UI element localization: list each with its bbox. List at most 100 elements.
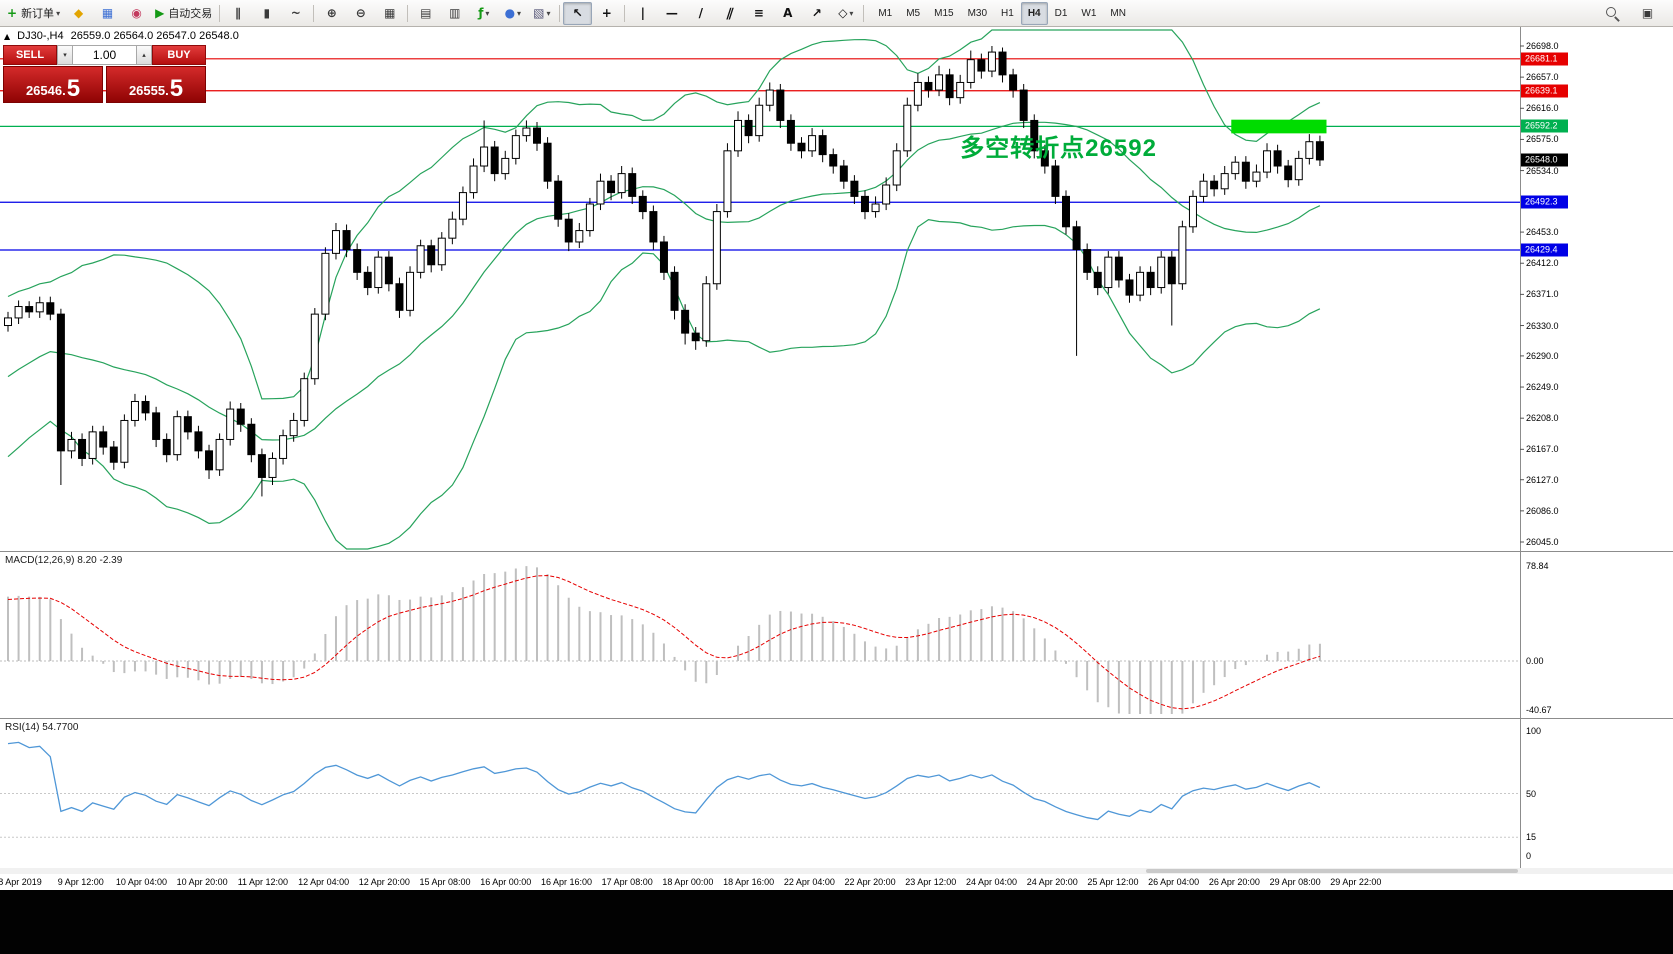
candle-body: [564, 218, 573, 243]
candle-body: [1220, 173, 1229, 190]
vertical-line-button[interactable]: |: [628, 2, 657, 25]
volume-decrease-button[interactable]: ▾: [57, 45, 73, 65]
timeframe-w1[interactable]: W1: [1081, 7, 1097, 19]
candle-body: [575, 230, 584, 243]
zoom-in-button[interactable]: ⊕: [317, 2, 346, 25]
time-axis-label: 23 Apr 12:00: [905, 877, 957, 887]
time-axis-label: 26 Apr 20:00: [1208, 877, 1260, 887]
candle-body: [120, 419, 129, 463]
arrow-icon: ↗: [811, 6, 822, 20]
timeframe-m1[interactable]: M1: [878, 7, 893, 19]
bottom-black-bar: [0, 890, 1673, 954]
objects-icon: ●: [504, 6, 516, 20]
price-tick-label: 26698.0: [1526, 41, 1559, 51]
bar-chart-button[interactable]: ∥: [223, 2, 252, 25]
sell-price-button[interactable]: 26546. 5: [3, 66, 103, 103]
templates-button[interactable]: ▧ ▾: [527, 2, 556, 25]
candle-body: [162, 438, 171, 456]
candle-body: [1210, 180, 1219, 190]
timeframe-mn[interactable]: MN: [1110, 7, 1126, 19]
bar-chart-icon: ∥: [234, 6, 241, 20]
arrange-windows-button[interactable]: ▤: [411, 2, 440, 25]
candle-body: [850, 180, 859, 197]
equidistant-channel-icon: ∥: [724, 6, 736, 20]
crosshair-button[interactable]: +: [592, 2, 621, 25]
timeframe-h4[interactable]: H4: [1020, 1, 1048, 25]
horizontal-scrollbar[interactable]: [0, 868, 1673, 874]
candle-body: [607, 180, 616, 194]
terminal-button[interactable]: ◉: [122, 2, 151, 25]
tile-windows-button[interactable]: ▦: [375, 2, 404, 25]
time-axis-label: 10 Apr 20:00: [176, 877, 228, 887]
candle-body: [1157, 256, 1166, 289]
text-button[interactable]: A: [773, 2, 802, 25]
candle-body: [194, 431, 203, 452]
candle-body: [987, 51, 996, 72]
time-axis-label: 9 Apr 12:00: [57, 877, 104, 887]
ask-price-fraction: 5: [169, 74, 184, 102]
market-watch-button[interactable]: ◆: [64, 2, 93, 25]
candle-body: [522, 127, 531, 137]
buy-button[interactable]: BUY: [152, 45, 206, 65]
time-axis[interactable]: 8 Apr 2019 9 Apr 12:00 10 Apr 04:00 10 Apr …: [0, 874, 1673, 890]
data-window-button[interactable]: ▦: [93, 2, 122, 25]
sell-button[interactable]: SELL: [3, 45, 57, 65]
candle-body: [1093, 271, 1102, 289]
chevron-down-icon: ▾: [485, 8, 490, 18]
search-button[interactable]: [1598, 2, 1627, 25]
market-watch-icon: ◆: [73, 6, 84, 20]
line-chart-button[interactable]: ~: [281, 2, 310, 25]
candle-body: [966, 59, 975, 83]
channel-button[interactable]: ∥: [715, 2, 744, 25]
volume-input[interactable]: [73, 45, 136, 65]
candle-body: [342, 230, 351, 251]
chart-ohlc-header: ▲ DJ30-,H4 26559.0 26564.0 26547.0 26548…: [4, 30, 239, 42]
cascade-windows-icon: ▥: [449, 6, 461, 20]
candlestick-chart-button[interactable]: ▮: [252, 2, 281, 25]
candle-body: [755, 104, 764, 137]
indicators-icon: ƒ: [478, 6, 484, 20]
scrollbar-thumb[interactable]: [1146, 869, 1518, 873]
macd-axis-label: 78.84: [1526, 561, 1549, 571]
terminal-icon: ◉: [131, 6, 142, 20]
candle-body: [501, 157, 510, 175]
indicators-button[interactable]: ƒ ▾: [469, 2, 498, 25]
candle-body: [734, 119, 743, 152]
timeframe-m15[interactable]: M15: [934, 7, 954, 19]
cursor-button[interactable]: ↖: [563, 1, 593, 25]
timeframe-m30[interactable]: M30: [967, 7, 988, 19]
shapes-button[interactable]: ◇ ▾: [831, 2, 860, 25]
chart-annotation-text[interactable]: 多空转折点26592: [960, 134, 1157, 162]
candle-body: [480, 146, 489, 167]
candle-body: [1104, 256, 1113, 289]
volume-increase-button[interactable]: ▴: [136, 45, 152, 65]
zoom-out-button[interactable]: ⊖: [346, 2, 375, 25]
new-order-button[interactable]: + 新订单 ▾: [3, 2, 64, 25]
highlight-zone-rect[interactable]: [1231, 119, 1327, 134]
candle-body: [46, 302, 55, 315]
arrows-button[interactable]: ↗: [802, 2, 831, 25]
price-tick-label: 26208.0: [1526, 413, 1559, 424]
candle-body: [860, 195, 869, 213]
trendline-button[interactable]: /: [686, 2, 715, 25]
fibonacci-button[interactable]: ≡: [744, 2, 773, 25]
timeframe-h1[interactable]: H1: [1001, 7, 1014, 19]
candle-body: [617, 173, 626, 194]
horizontal-line-button[interactable]: —: [657, 2, 686, 25]
timeframe-group: M1 M5 M15 M30 H1 H4 D1 W1 MN: [871, 1, 1133, 25]
candle-body: [25, 306, 34, 313]
timeframe-m5[interactable]: M5: [906, 7, 921, 19]
candle-body: [702, 283, 711, 342]
time-axis-label: 16 Apr 16:00: [540, 877, 592, 887]
candle-body: [35, 302, 44, 313]
candle-body: [924, 81, 933, 91]
buy-price-button[interactable]: 26555. 5: [106, 66, 206, 103]
objects-button[interactable]: ● ▾: [498, 2, 527, 25]
timeframe-d1[interactable]: D1: [1054, 7, 1068, 19]
cascade-windows-button[interactable]: ▥: [440, 2, 469, 25]
new-chart-window-button[interactable]: ▣: [1633, 2, 1662, 25]
autotrading-button[interactable]: ▶ 自动交易: [151, 2, 216, 25]
candle-body: [1083, 249, 1092, 273]
